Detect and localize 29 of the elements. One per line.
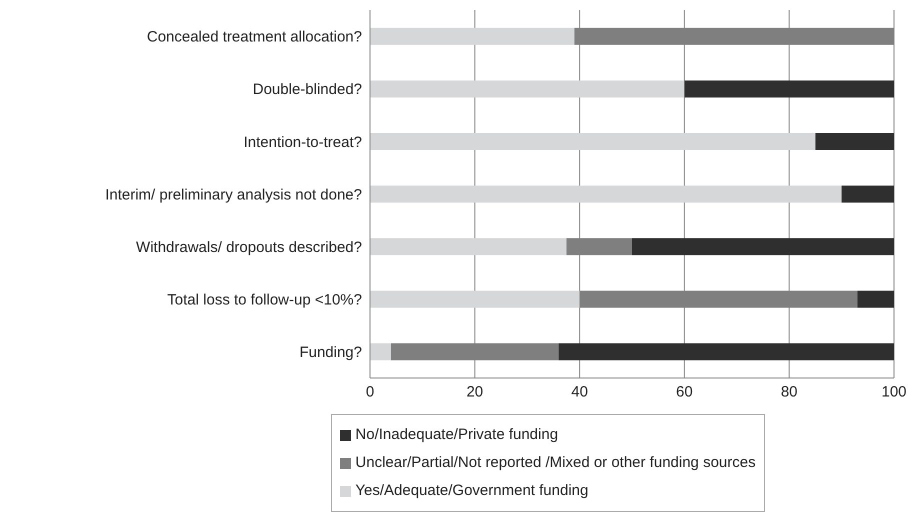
legend-label: No/Inadequate/Private funding — [355, 425, 558, 445]
legend-label: Unclear/Partial/Not reported /Mixed or other funding sources — [355, 453, 756, 473]
y-tick-label: Double-blinded? — [252, 81, 362, 98]
legend-label: Yes/Adequate/Government funding — [355, 481, 588, 501]
y-tick-label: Withdrawals/ dropouts described? — [136, 238, 362, 256]
x-tick-label: 60 — [676, 384, 693, 401]
bar — [370, 80, 684, 98]
y-tick-label: Interim/ preliminary analysis not done? — [105, 186, 362, 204]
bar — [842, 186, 894, 203]
bar — [370, 343, 391, 360]
y-tick-label: Concealed treatment allocation? — [146, 28, 362, 46]
x-tick-label: 20 — [466, 384, 484, 401]
y-tick-label: Total loss to follow-up <10%? — [167, 291, 362, 308]
x-tick-label: 40 — [571, 384, 588, 401]
y-tick-label: Intention-to-treat? — [244, 134, 362, 151]
bar — [370, 238, 566, 256]
bar — [857, 290, 894, 308]
bar — [632, 238, 894, 256]
bar — [370, 186, 842, 203]
bar — [370, 28, 574, 45]
x-tick-label: 100 — [881, 384, 907, 401]
bar — [815, 133, 894, 150]
bar — [684, 80, 894, 98]
bar — [370, 290, 580, 308]
x-tick-label: 0 — [366, 384, 374, 401]
y-tick-label: Funding? — [299, 344, 362, 362]
x-tick-label: 80 — [780, 384, 798, 401]
bar — [558, 343, 894, 360]
bar — [370, 133, 816, 150]
